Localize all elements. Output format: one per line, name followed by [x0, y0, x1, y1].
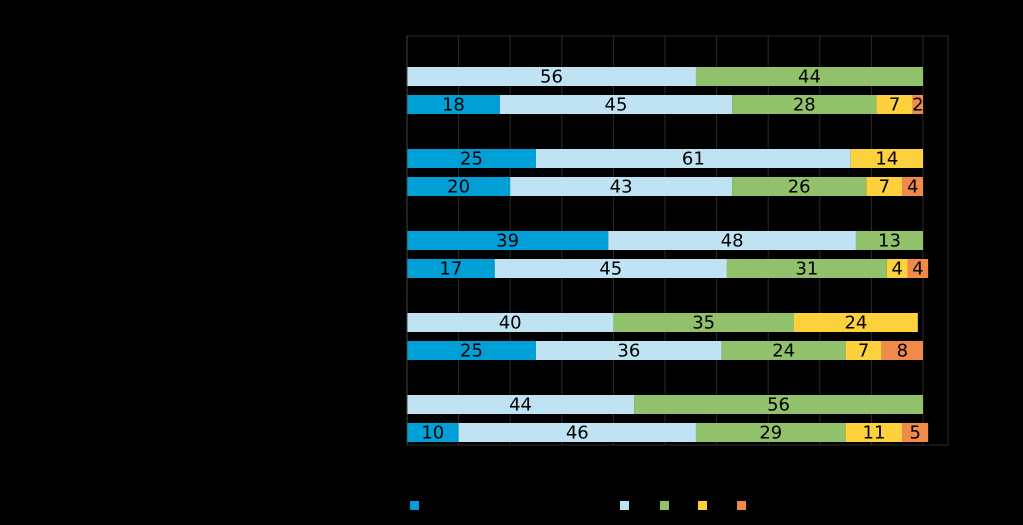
bar-segment	[536, 341, 722, 360]
bar-segment	[876, 95, 913, 114]
data-label: 40	[499, 313, 522, 334]
data-label: 43	[610, 177, 633, 198]
data-label: 7	[889, 95, 900, 116]
bar-segment	[634, 395, 923, 414]
data-label: 17	[439, 259, 462, 280]
bar-segment	[407, 231, 609, 250]
data-label: 24	[772, 341, 795, 362]
data-label: 46	[566, 423, 589, 444]
data-label: 20	[447, 177, 470, 198]
bar-segment	[907, 259, 929, 278]
data-label: 10	[421, 423, 444, 444]
data-label: 7	[879, 177, 890, 198]
data-label: 25	[460, 149, 483, 170]
data-label: 36	[617, 341, 640, 362]
data-label: 4	[891, 259, 902, 280]
bar-segment	[458, 423, 696, 442]
data-label: 13	[878, 231, 901, 252]
data-label: 8	[897, 341, 908, 362]
bar-segment	[886, 259, 908, 278]
data-label: 11	[863, 423, 886, 444]
data-label: 26	[788, 177, 811, 198]
data-label: 56	[767, 395, 790, 416]
bar-segment	[845, 423, 903, 442]
bar-segment	[850, 149, 923, 168]
bar-segment	[726, 259, 887, 278]
data-label: 31	[795, 259, 818, 280]
bar-segment	[407, 259, 495, 278]
data-label: 61	[682, 149, 705, 170]
bar-segment	[608, 231, 856, 250]
data-label: 35	[692, 313, 715, 334]
data-label: 18	[442, 95, 465, 116]
bar-segment	[407, 67, 696, 86]
data-label: 7	[858, 341, 869, 362]
bar-segment	[695, 423, 846, 442]
bar-segment	[866, 177, 903, 196]
data-label: 44	[798, 67, 821, 88]
bar-segment	[494, 259, 727, 278]
data-label: 14	[875, 149, 898, 170]
data-label: 45	[599, 259, 622, 280]
data-label: 44	[509, 395, 532, 416]
bar-segment	[695, 67, 923, 86]
bar-segment	[902, 423, 929, 442]
data-label: 5	[910, 423, 921, 444]
data-label: 48	[721, 231, 744, 252]
data-label: 45	[605, 95, 628, 116]
bar-segment	[855, 231, 923, 250]
bar-segment	[407, 341, 536, 360]
data-label: 56	[540, 67, 563, 88]
bars	[407, 67, 929, 442]
data-label: 28	[793, 95, 816, 116]
bar-segment	[732, 95, 877, 114]
data-label: 25	[460, 341, 483, 362]
bar-segment	[510, 177, 733, 196]
bar-segment	[845, 341, 882, 360]
bar-segment	[721, 341, 846, 360]
data-label: 2	[912, 95, 923, 116]
bar-segment	[536, 149, 851, 168]
bar-segment	[794, 313, 918, 332]
data-label: 39	[496, 231, 519, 252]
data-label: 4	[907, 177, 918, 198]
bar-segment	[407, 395, 635, 414]
data-label: 29	[759, 423, 782, 444]
bar-segment	[407, 95, 500, 114]
bar-segment	[407, 423, 459, 442]
bar-segment	[407, 149, 536, 168]
bar-segment	[902, 177, 923, 196]
bar-segment	[499, 95, 733, 114]
bar-segment	[407, 177, 511, 196]
bar-segment	[912, 95, 923, 114]
bar-segment	[881, 341, 923, 360]
data-label: 4	[912, 259, 923, 280]
bar-segment	[732, 177, 867, 196]
bar-segment	[407, 313, 614, 332]
bar-segment	[613, 313, 794, 332]
data-label: 24	[844, 313, 867, 334]
